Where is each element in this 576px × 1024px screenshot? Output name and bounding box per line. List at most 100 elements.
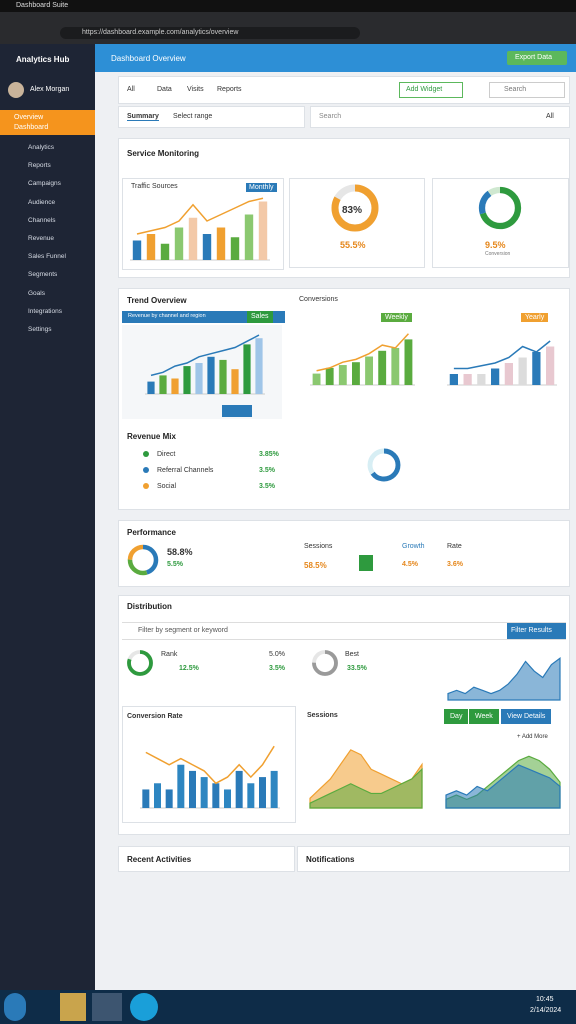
chart-bg <box>122 325 282 419</box>
add-widget[interactable]: Add Widget <box>399 82 463 98</box>
nav-label: Overview <box>14 114 44 121</box>
button-label: Export Data <box>515 54 552 61</box>
date: 2/14/2024 <box>530 1007 562 1014</box>
kpi-value: 12.5% <box>179 665 199 672</box>
placeholder: Search <box>319 113 342 120</box>
col-value: 58.5% <box>304 561 327 570</box>
avatar[interactable] <box>8 82 24 98</box>
panel: 9.5% Conversion <box>432 178 569 268</box>
kpi-value: 33.5% <box>347 665 367 672</box>
panel-title: Traffic Sources <box>131 183 178 190</box>
panel: 83% 55.5% <box>289 178 425 268</box>
panel-tag: Monthly <box>246 183 277 192</box>
legend-name: Direct <box>157 451 176 458</box>
tab[interactable]: Reports <box>217 86 242 93</box>
nav-item[interactable]: Channels <box>28 216 56 224</box>
app-icon[interactable] <box>60 993 86 1021</box>
tab[interactable]: All <box>127 86 135 93</box>
section-title: Performance <box>127 528 176 537</box>
section-title: Distribution <box>127 602 172 611</box>
nav-item[interactable]: Settings <box>28 326 52 333</box>
legend-dot <box>143 451 149 457</box>
legend-value: 3.5% <box>259 467 275 474</box>
gauge-sub: 55.5% <box>340 240 366 250</box>
panel-tag: Weekly <box>381 313 412 322</box>
col-title: Growth <box>402 543 425 550</box>
legend-dot <box>143 467 149 473</box>
badge <box>359 555 373 571</box>
section-card: Performance 58.8% 5.5% Sessions 58.5% Grow… <box>118 520 570 587</box>
col-value: 4.5% <box>402 561 418 568</box>
add-more[interactable]: + Add More <box>517 734 548 740</box>
tab: Summary <box>127 113 159 121</box>
nav-item[interactable]: Analytics <box>28 144 55 151</box>
card-title: Notifications <box>306 855 355 864</box>
details-button[interactable]: View Details <box>501 709 552 724</box>
col-value: 3.6% <box>447 561 463 568</box>
legend-value: 3.5% <box>259 483 275 490</box>
nav-item[interactable]: Integrations <box>28 307 62 315</box>
legend-dot <box>143 483 149 489</box>
kpi-sub: 3.5% <box>269 665 285 672</box>
tab[interactable]: Visits <box>187 86 204 93</box>
legend-name: Social <box>157 483 177 490</box>
clock: 10:45 <box>536 996 554 1003</box>
kpi-title: Rank <box>161 651 178 658</box>
collapsed-card[interactable]: Notifications <box>297 846 570 872</box>
range-button[interactable]: Day <box>444 709 469 724</box>
filter-input[interactable]: Search All <box>310 106 570 128</box>
tab: Select range <box>173 113 213 120</box>
browser-bar: https://dashboard.example.com/analytics/… <box>0 12 576 44</box>
toolbar: All Data Visits Reports Add Widget Search <box>118 76 570 104</box>
legend-name: Referral Channels <box>157 467 214 474</box>
nav-item[interactable]: Campaigns <box>28 180 61 188</box>
mix-title: Revenue Mix <box>127 432 176 441</box>
col-title: Rate <box>447 543 462 550</box>
kpi: 58.8% <box>167 547 193 557</box>
section-title: Service Monitoring <box>127 149 200 158</box>
nav-sub: Dashboard <box>14 124 49 131</box>
app-icon[interactable] <box>92 993 122 1021</box>
export-button[interactable]: Export Data <box>507 51 567 65</box>
user-name[interactable]: Alex Morgan <box>30 86 70 93</box>
collapsed-card[interactable]: Recent Activities <box>118 846 295 872</box>
header-title: Dashboard Overview <box>111 54 186 63</box>
section-title: Trend Overview <box>127 296 187 305</box>
select[interactable]: Summary Select range <box>118 106 305 128</box>
address-bar[interactable]: https://dashboard.example.com/analytics/… <box>60 27 360 39</box>
panel-title: Conversions <box>299 296 338 303</box>
placeholder: Filter by segment or keyword <box>138 627 228 634</box>
tab-title[interactable]: Dashboard Suite <box>16 2 69 9</box>
app-header: Dashboard Overview Export Data <box>95 44 576 72</box>
title-bar: Dashboard Suite <box>0 0 576 12</box>
placeholder: Search <box>504 86 527 93</box>
tab[interactable]: Data <box>157 86 172 93</box>
nav-active[interactable]: Overview Dashboard <box>0 110 95 135</box>
strip-tag: Sales <box>247 311 273 323</box>
kpi-sub: 5.5% <box>167 561 183 568</box>
section-card: Trend Overview Revenue by channel and re… <box>118 288 570 510</box>
strip-label: Revenue by channel and region <box>128 313 206 319</box>
nav-item[interactable]: Reports <box>28 162 51 170</box>
start-button[interactable] <box>4 993 26 1021</box>
card-title: Recent Activities <box>127 855 192 864</box>
brand: Analytics Hub <box>16 55 70 64</box>
app-icon[interactable] <box>130 993 158 1021</box>
panel-title: Conversion Rate <box>127 713 183 720</box>
button-label: Add Widget <box>406 86 443 93</box>
scroll-thumb[interactable] <box>222 405 252 417</box>
legend-value: 3.85% <box>259 451 279 458</box>
filter-row[interactable]: Filter by segment or keyword Filter Resul… <box>122 622 566 640</box>
nav-item[interactable]: Segments <box>28 271 58 279</box>
nav-item[interactable]: Revenue <box>28 235 55 242</box>
search-box[interactable]: Search <box>489 82 565 98</box>
filter-button[interactable]: Filter Results <box>507 623 566 639</box>
col-title: Sessions <box>304 543 333 550</box>
donut-sub: Conversion <box>485 251 511 257</box>
nav-item[interactable]: Audience <box>28 198 56 206</box>
nav-item[interactable]: Goals <box>28 289 45 297</box>
nav-item[interactable]: Sales Funnel <box>28 253 66 261</box>
filter-all: All <box>546 113 554 120</box>
range-button[interactable]: Week <box>469 709 499 724</box>
panel: Conversion Rate <box>122 706 296 823</box>
